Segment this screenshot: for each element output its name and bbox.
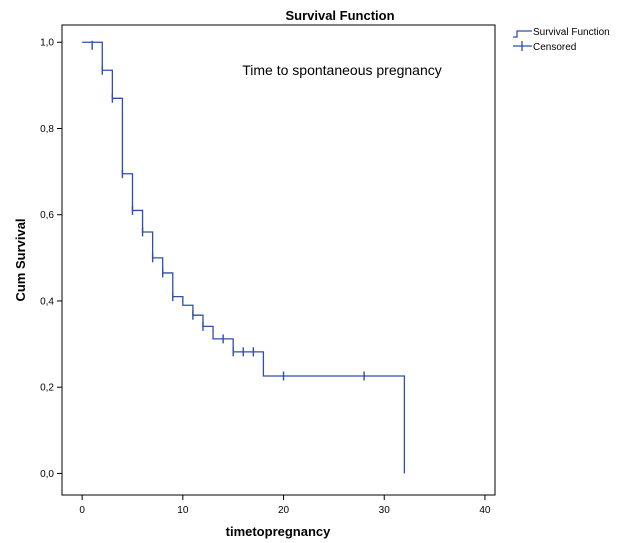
x-axis-title: timetopregnancy [226, 524, 332, 539]
legend-item-censored: Censored [513, 41, 576, 53]
plot-annotation: Time to spontaneous pregnancy [242, 62, 442, 78]
legend-label-survival-function: Survival Function [533, 27, 610, 38]
y-axis: 0,0 0,2 0,4 0,6 0,8 1,0 [40, 38, 62, 480]
y-tick-label: 0,2 [40, 383, 54, 394]
x-tick-label: 20 [278, 505, 290, 516]
series-layer [82, 40, 406, 474]
plot-frame [61, 24, 496, 496]
survival-step-line [82, 41, 406, 474]
x-tick-label: 30 [379, 505, 391, 516]
legend-label-censored: Censored [533, 42, 576, 53]
legend: Survival Function Censored [513, 27, 610, 53]
x-tick-label: 10 [177, 505, 189, 516]
legend-item-survival-function: Survival Function [513, 27, 610, 38]
x-axis: 0 10 20 30 40 [79, 495, 491, 516]
y-tick-label: 0,6 [40, 210, 54, 221]
y-tick-label: 1,0 [40, 38, 54, 49]
legend-swatch-step-icon [513, 30, 532, 38]
y-axis-title: Cum Survival [13, 218, 28, 301]
x-tick-label: 40 [479, 505, 491, 516]
y-tick-label: 0,0 [40, 469, 54, 480]
y-tick-label: 0,8 [40, 124, 54, 135]
y-tick-label: 0,4 [40, 296, 54, 307]
chart-title: Survival Function [285, 8, 394, 23]
x-tick-label: 0 [79, 505, 85, 516]
